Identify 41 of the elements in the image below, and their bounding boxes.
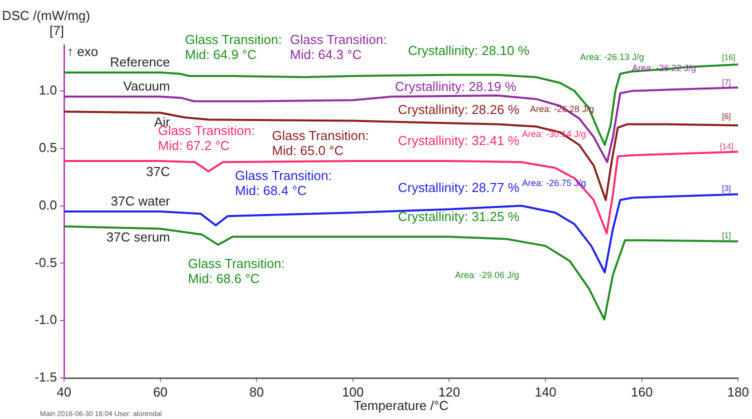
x-tick-label: 120 [438,384,460,400]
annotation: [3] [722,184,731,193]
annotation: [14] [720,142,734,151]
annotation: Crystallinity: 28.77 % [398,180,520,195]
series-label: 37C serum [106,229,170,244]
y-tick-label: -1.0 [34,312,57,328]
annotation: Crystallinity: 28.10 % [408,43,530,58]
annotation: Area: -29.06 J/g [455,270,520,280]
y-tick-label: -0.5 [34,254,57,270]
x-tick-label: 140 [534,384,556,400]
annotation: Crystallinity: 32.41 % [398,133,520,148]
x-tick-label: 100 [342,384,364,400]
series-label: Vacuum [123,78,170,94]
annotation: Crystallinity: 28.26 % [398,102,520,117]
annotation: Glass Transition: Mid: 64.3 °C [290,32,387,62]
y-axis-title: DSC /(mW/mg) [7] [2,8,90,38]
y-tick-label: 0.5 [38,140,57,155]
annotation: Glass Transition: Mid: 64.9 °C [185,32,282,62]
x-tick-label: 80 [249,384,264,400]
y-tick-label: 1.0 [38,82,57,98]
annotation: [1] [722,231,731,240]
annotation: Glass Transition: Mid: 65.0 °C [272,128,369,158]
x-tick-label: 40 [56,384,72,400]
annotation: [6] [722,112,731,121]
annotation: Glass Transition: Mid: 68.4 °C [235,168,332,198]
series-label: 37C water [110,194,171,208]
annotation: Crystallinity: 31.25 % [398,209,520,224]
x-tick-label: 180 [727,384,750,400]
series-label: Reference [110,54,170,70]
series-label: 37C [146,164,170,179]
annotation: Crystallinity: 28.19 % [395,79,517,94]
y-tick-label: -1.5 [34,370,57,385]
x-tick-label: 160 [630,384,653,400]
y-tick-label: 0.0 [38,197,57,212]
annotation: ↑ exo [67,44,98,59]
annotation: [16] [722,53,736,62]
annotation: Area: -26.13 J/g [580,52,644,62]
x-axis-title: Temperature /°C [354,398,448,413]
annotation: Glass Transition: Mid: 68.6 °C [188,256,285,286]
x-tick-label: 60 [153,384,168,400]
annotation: [7] [722,78,731,87]
